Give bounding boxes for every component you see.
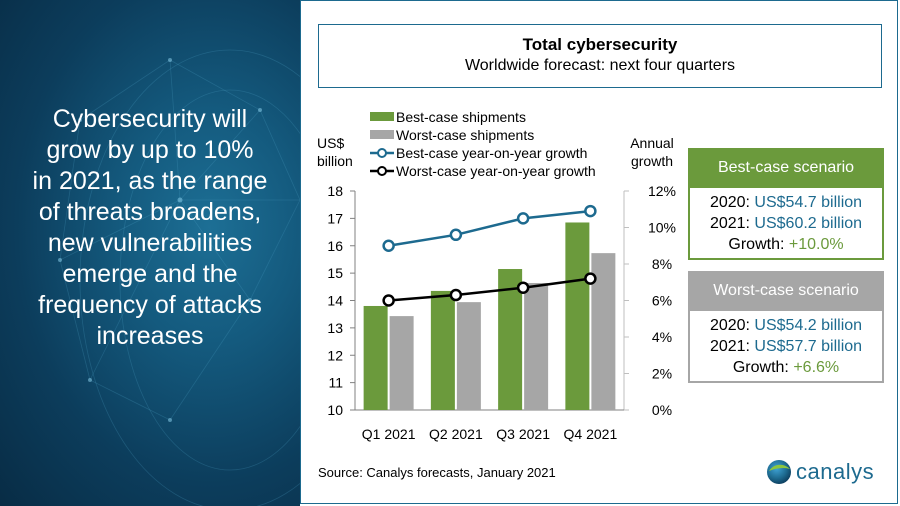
legend-swatch-marker (377, 148, 387, 158)
canalys-logo: canalys (766, 459, 874, 485)
line-worst-case-growth (388, 277, 591, 302)
headline-line: in 2021, as the range (32, 167, 268, 195)
label: 2021: (709, 338, 755, 355)
right-tick-label: 10% (648, 220, 676, 236)
globe-icon (767, 460, 791, 484)
logo-text: canalys (796, 459, 875, 484)
bar-best-case (498, 269, 523, 410)
headline-line: new vulnerabilities (47, 229, 253, 257)
headline-line: increases (96, 322, 204, 350)
best-case-growth: Growth: +10.0% (690, 234, 882, 255)
point-worst-case-growth (449, 288, 463, 302)
line-best-case-growth (388, 209, 591, 247)
headline-text: Cybersecurity will grow by up to 10% in 20… (10, 104, 290, 352)
left-tick-label: 12 (327, 347, 343, 363)
source-note: Source: Canalys forecasts, January 2021 (318, 465, 556, 480)
headline-line: frequency of attacks (38, 291, 262, 319)
value: +6.6% (793, 359, 840, 376)
point-best-case-growth (449, 228, 463, 242)
axes: 10 11 12 13 14 15 16 17 18 0% 2% 4% 6% 8% 10% 12% (327, 183, 676, 418)
best-case-title: Best-case scenario (717, 159, 855, 176)
left-tick-label: 16 (327, 238, 343, 254)
left-tick-label: 11 (328, 375, 343, 391)
label: 2020: (709, 194, 755, 211)
bar-best-case (565, 222, 590, 410)
value: US$54.2 billion (754, 317, 863, 334)
legend-label: Worst-case year-on-year growth (396, 163, 596, 179)
label: Growth: (732, 359, 794, 376)
y2-axis-title: growth (631, 153, 673, 169)
left-tick-label: 10 (327, 402, 343, 418)
right-tick-label: 0% (652, 402, 672, 418)
bar-worst-case (389, 316, 414, 410)
point-best-case-growth (584, 204, 597, 218)
chart-title-box: Total cybersecurity Worldwide forecast: … (318, 24, 882, 88)
best-case-body: 2020: US$54.7 billion 2021: US$60.2 bill… (690, 188, 882, 258)
legend-swatch-bar (370, 112, 394, 121)
legend-label: Best-case year-on-year growth (396, 145, 587, 161)
right-tick-label: 12% (648, 183, 676, 199)
chart: Best-case shipments Worst-case shipments B… (317, 109, 676, 442)
lines (382, 204, 597, 307)
legend-swatch-marker (377, 166, 387, 176)
bar-worst-case (524, 282, 549, 410)
best-case-2021: 2021: US$60.2 billion (690, 213, 882, 234)
left-tick-label: 13 (327, 320, 343, 336)
axis-titles: US$ billion Annual growth (317, 135, 674, 169)
value: US$57.7 billion (754, 338, 863, 355)
value: US$60.2 billion (754, 215, 863, 232)
value: +10.0% (788, 236, 844, 253)
best-case-2020: 2020: US$54.7 billion (690, 192, 882, 213)
left-panel: Cybersecurity will grow by up to 10% in 20… (0, 0, 300, 506)
worst-case-2020: 2020: US$54.2 billion (690, 315, 882, 336)
y2-axis-title: Annual (630, 135, 674, 151)
value: US$54.7 billion (754, 194, 863, 211)
point-best-case-growth (382, 239, 395, 252)
x-tick-label: Q4 2021 (564, 426, 618, 442)
legend-label: Worst-case shipments (396, 127, 534, 143)
left-tick-label: 17 (327, 210, 343, 226)
best-case-scenario-card: Best-case scenario 2020: US$54.7 billion… (688, 148, 884, 260)
bars (363, 222, 616, 410)
point-worst-case-growth (516, 281, 530, 294)
left-tick-label: 18 (327, 183, 343, 199)
worst-case-growth: Growth: +6.6% (690, 357, 882, 378)
y-axis-title: US$ (317, 135, 344, 151)
bar-worst-case (456, 302, 481, 410)
right-tick-label: 6% (652, 293, 672, 309)
left-tick-label: 14 (327, 293, 343, 309)
left-tick-label: 15 (327, 265, 343, 281)
right-tick-label: 4% (652, 329, 672, 345)
worst-case-body: 2020: US$54.2 billion 2021: US$57.7 bill… (690, 311, 882, 381)
bar-best-case (430, 290, 455, 410)
point-best-case-growth (516, 212, 530, 225)
worst-case-scenario-card: Worst-case scenario 2020: US$54.2 billio… (688, 271, 884, 383)
point-worst-case-growth (584, 272, 597, 285)
headline-line: of threats broadens, (38, 198, 262, 226)
x-tick-label: Q3 2021 (496, 426, 550, 442)
x-tick-label: Q2 2021 (429, 426, 483, 442)
label: 2020: (709, 317, 755, 334)
x-axis-labels: Q1 2021 Q2 2021 Q3 2021 Q4 2021 (362, 426, 618, 442)
right-tick-label: 2% (652, 366, 672, 382)
bar-best-case (363, 305, 388, 410)
content-frame (300, 0, 898, 504)
headline-line: emerge and the (62, 260, 238, 288)
legend-label: Best-case shipments (396, 109, 526, 125)
point-worst-case-growth (382, 294, 395, 307)
legend: Best-case shipments Worst-case shipments B… (370, 109, 596, 179)
worst-case-title: Worst-case scenario (713, 282, 859, 299)
chart-subtitle: Worldwide forecast: next four quarters (464, 57, 736, 74)
network-background-graphic (58, 49, 300, 506)
legend-swatch-bar (370, 130, 394, 139)
label: Growth: (728, 236, 789, 253)
label: 2021: (709, 215, 755, 232)
chart-title: Total cybersecurity (522, 35, 678, 54)
worst-case-2021: 2021: US$57.7 billion (690, 336, 882, 357)
headline-line: grow by up to 10% (46, 136, 254, 164)
right-tick-label: 8% (652, 256, 672, 272)
headline-line: Cybersecurity will (52, 105, 248, 133)
y-axis-title: billion (317, 153, 353, 169)
x-tick-label: Q1 2021 (362, 426, 416, 442)
